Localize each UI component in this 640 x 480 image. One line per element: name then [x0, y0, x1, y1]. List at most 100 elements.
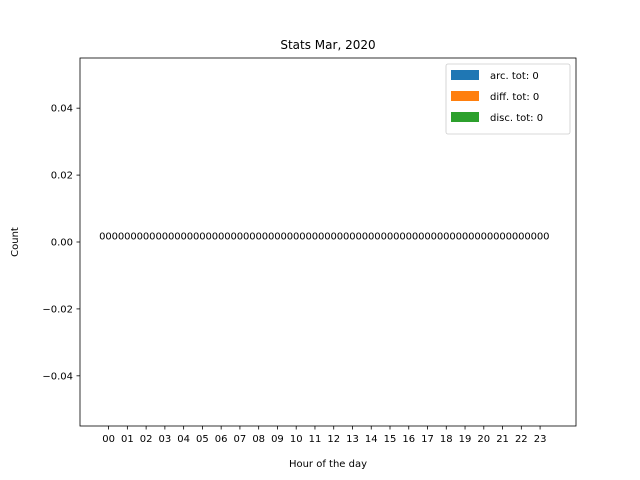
bar-value-label: 0: [499, 232, 505, 243]
bar-value-label: 0: [468, 232, 474, 243]
bar-value-label: 0: [462, 232, 468, 243]
bar-value-label: 0: [281, 232, 287, 243]
bar-value-label: 0: [199, 232, 205, 243]
bar-value-label: 0: [418, 232, 424, 243]
x-tick-label: 08: [252, 434, 265, 445]
bar-value-label: 0: [518, 232, 524, 243]
bar-value-label: 0: [212, 232, 218, 243]
bar-value-label: 0: [162, 232, 168, 243]
bar-value-label: 0: [381, 232, 387, 243]
bar-value-label: 0: [306, 232, 312, 243]
bar-value-label: 0: [412, 232, 418, 243]
bar-value-label: 0: [343, 232, 349, 243]
y-tick-label: 0.02: [51, 171, 73, 182]
legend-swatch-arc: [451, 70, 479, 80]
bar-value-label: 0: [331, 232, 337, 243]
x-axis-label: Hour of the day: [289, 459, 367, 470]
x-tick-label: 06: [215, 434, 228, 445]
y-tick-label: −0.02: [42, 304, 73, 315]
bar-value-label: 0: [318, 232, 324, 243]
bar-value-label: 0: [393, 232, 399, 243]
bar-value-label: 0: [218, 232, 224, 243]
x-tick-label: 19: [459, 434, 472, 445]
x-tick-label: 03: [159, 434, 172, 445]
bar-value-label: 0: [155, 232, 161, 243]
bar-value-label: 0: [224, 232, 230, 243]
bar-value-label: 0: [174, 232, 180, 243]
bar-value-label: 0: [130, 232, 136, 243]
bar-value-label: 0: [456, 232, 462, 243]
bar-value-label: 0: [105, 232, 111, 243]
bar-value-label: 0: [255, 232, 261, 243]
bar-value-label: 0: [112, 232, 118, 243]
legend-swatch-diff: [451, 91, 479, 101]
legend-entry-arc: arc. tot: 0: [451, 70, 539, 82]
bar-value-label: 0: [193, 232, 199, 243]
bar-value-label: 0: [143, 232, 149, 243]
bar-value-label: 0: [137, 232, 143, 243]
bar-value-label: 0: [99, 232, 105, 243]
x-axis-ticks: 00 01 02 03 04 05 06 07 08 09 10 11 12 13 14 15 16 17 18 19…: [102, 426, 546, 445]
bar-value-label: 0: [443, 232, 449, 243]
x-tick-label: 23: [534, 434, 547, 445]
bar-value-label: 0: [312, 232, 318, 243]
bar-value-label: 0: [474, 232, 480, 243]
x-tick-label: 00: [102, 434, 115, 445]
legend-entry-disc: disc. tot: 0: [451, 112, 543, 124]
legend-entry-diff: diff. tot: 0: [451, 91, 539, 103]
x-tick-label: 18: [440, 434, 453, 445]
bar-value-label: 0: [537, 232, 543, 243]
bar-value-label: 0: [118, 232, 124, 243]
y-axis-ticks: −0.04 −0.02 0.00 0.02 0.04: [42, 104, 80, 382]
bar-value-label: 0: [262, 232, 268, 243]
bar-value-label: 0: [437, 232, 443, 243]
y-tick-label: 0.00: [51, 238, 73, 249]
x-tick-label: 22: [515, 434, 528, 445]
x-tick-label: 16: [402, 434, 415, 445]
x-tick-label: 07: [234, 434, 247, 445]
bar-value-label: 0: [337, 232, 343, 243]
bar-value-label: 0: [506, 232, 512, 243]
bar-value-label: 0: [243, 232, 249, 243]
bar-value-label: 0: [230, 232, 236, 243]
x-tick-label: 09: [271, 434, 284, 445]
bar-value-label: 0: [237, 232, 243, 243]
x-tick-label: 01: [121, 434, 134, 445]
bar-value-label: 0: [324, 232, 330, 243]
x-tick-label: 21: [496, 434, 509, 445]
bar-value-label: 0: [268, 232, 274, 243]
plot-bar-labels: 0 0 0 0 0 0 0 0 0 0 0 0 0 0 0 0 0 0 0 0 0 0 0 00 0 0 0 0 0 0 0 0 0 0 0 0 0 0 0…: [99, 232, 549, 243]
x-tick-label: 11: [309, 434, 322, 445]
bar-value-label: 0: [274, 232, 280, 243]
bar-value-label: 0: [481, 232, 487, 243]
chart-title: Stats Mar, 2020: [280, 38, 375, 52]
bar-value-label: 0: [399, 232, 405, 243]
bar-value-label: 0: [187, 232, 193, 243]
x-tick-label: 14: [365, 434, 378, 445]
y-tick-label: −0.04: [42, 371, 73, 382]
bar-value-label: 0: [543, 232, 549, 243]
bar-value-label: 0: [287, 232, 293, 243]
bar-value-label: 0: [180, 232, 186, 243]
legend-label-diff: diff. tot: 0: [490, 92, 539, 103]
x-tick-label: 04: [177, 434, 190, 445]
y-axis-label: Count: [10, 227, 21, 257]
x-tick-label: 05: [196, 434, 209, 445]
bar-value-label: 0: [374, 232, 380, 243]
x-tick-label: 02: [140, 434, 153, 445]
x-tick-label: 12: [327, 434, 340, 445]
x-tick-label: 10: [290, 434, 303, 445]
bar-value-label: 0: [524, 232, 530, 243]
x-tick-label: 15: [384, 434, 397, 445]
bar-value-label: 0: [249, 232, 255, 243]
legend-label-disc: disc. tot: 0: [490, 113, 543, 124]
x-tick-label: 20: [477, 434, 490, 445]
bar-value-label: 0: [387, 232, 393, 243]
bar-value-label: 0: [424, 232, 430, 243]
bar-value-label: 0: [368, 232, 374, 243]
x-tick-label: 17: [421, 434, 434, 445]
legend: arc. tot: 0 diff. tot: 0 disc. tot: 0: [445, 63, 571, 135]
bar-value-label: 0: [406, 232, 412, 243]
bar-value-label: 0: [349, 232, 355, 243]
